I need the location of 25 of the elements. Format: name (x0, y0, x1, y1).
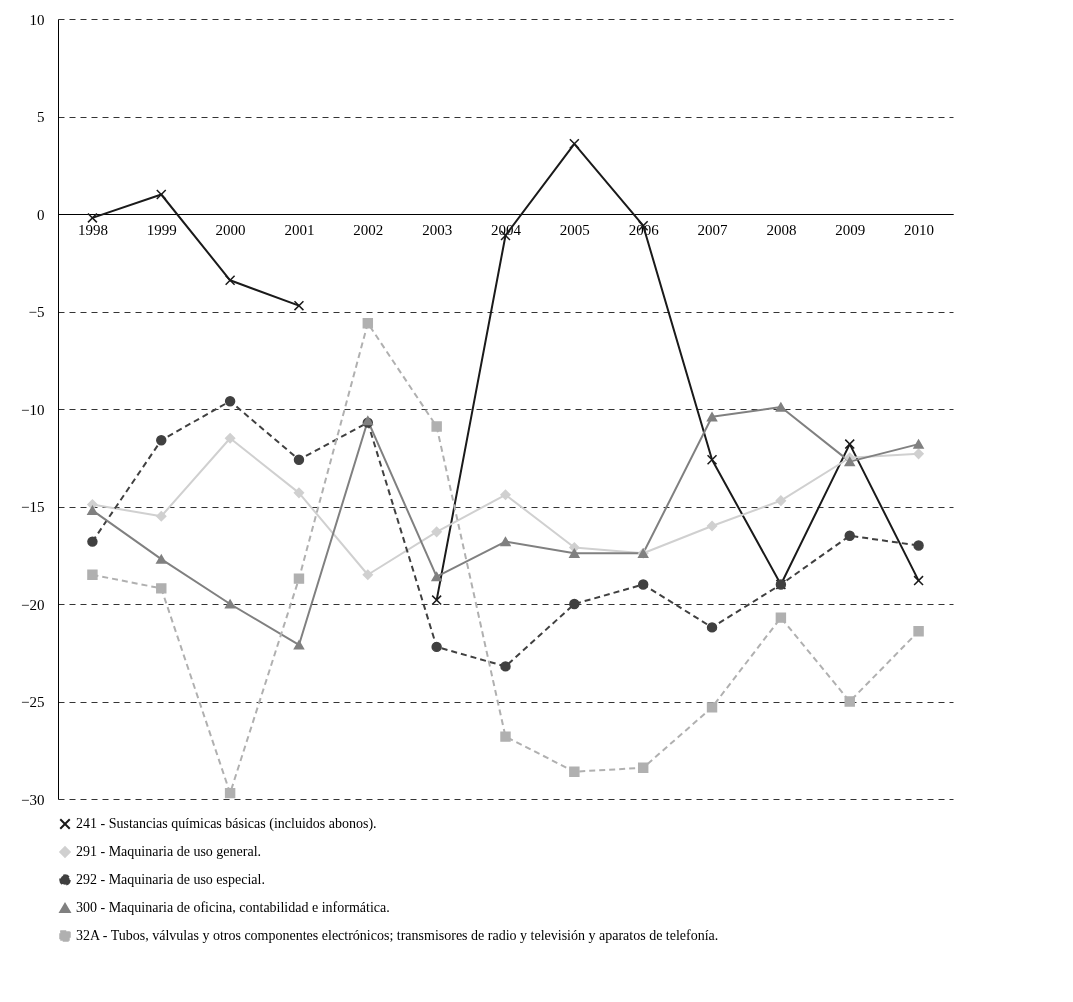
legend-label: 32A - Tubos, válvulas y otros componentes electrónicos; transmisores de radio y televisión y aparatos de telefonía. (76, 928, 719, 943)
y-tick-label: −15 (21, 499, 45, 515)
x-tick-label: 2002 (353, 221, 384, 238)
y-tick-label: 10 (29, 11, 45, 28)
y-tick-label: −5 (28, 304, 45, 320)
x-tick-label: 1998 (77, 221, 108, 238)
x-tick-label: 2001 (284, 221, 315, 238)
legend-label: 300 - Maquinaria de oficina, contabilidad e informática. (76, 900, 390, 915)
x-tick-label: 2009 (835, 221, 866, 238)
x-tick-label: 2007 (697, 221, 729, 238)
y-tick-label: −10 (21, 401, 45, 418)
y-tick-label: −20 (21, 596, 45, 613)
legend-label: 291 - Maquinaria de uso general. (76, 844, 262, 859)
y-tick-label: −25 (21, 694, 45, 710)
x-tick-label: 2003 (422, 221, 453, 238)
legend-label: 241 - Sustancias químicas básicas (incluidos abonos). (76, 816, 377, 832)
x-tick-label: 2010 (904, 221, 935, 238)
x-tick-label: 2000 (215, 221, 246, 238)
x-tick-label: 2005 (559, 221, 590, 238)
x-tick-label: 2008 (766, 221, 797, 238)
y-tick-label: 5 (37, 109, 45, 125)
y-tick-label: −30 (21, 791, 45, 808)
x-tick-label: 1999 (146, 221, 177, 238)
y-tick-label: 0 (37, 206, 45, 223)
legend-label: 292 - Maquinaria de uso especial. (76, 872, 265, 887)
